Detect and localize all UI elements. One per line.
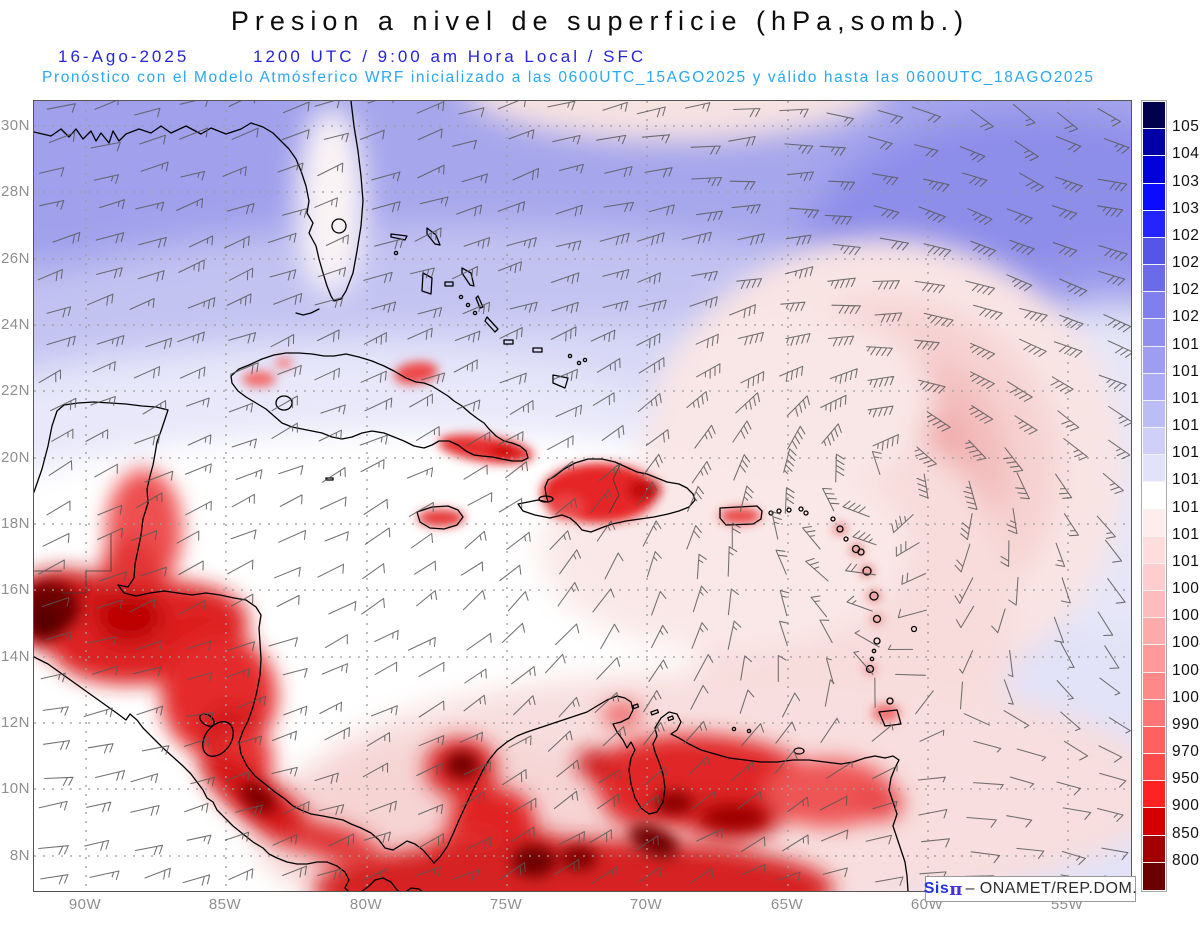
y-tick-label: 24N — [0, 316, 30, 333]
x-tick-label: 65W — [770, 896, 804, 913]
x-tick-label: 75W — [489, 896, 523, 913]
colorbar-tick-label: 1040 — [1172, 145, 1200, 163]
colorbar-tick-label: 990 — [1172, 715, 1200, 733]
y-tick-label: 28N — [0, 183, 30, 200]
y-tick-label: 12N — [0, 714, 30, 731]
pressure-colorbar — [1141, 100, 1167, 892]
colorbar-segment — [1143, 372, 1165, 401]
colorbar-tick-label: 1015 — [1172, 444, 1200, 462]
colorbar-segment — [1143, 753, 1165, 782]
colorbar-tick-label: 1017 — [1172, 389, 1200, 407]
valid-date: 16-Ago-2025 — [58, 47, 190, 66]
colorbar-tick-label: 800 — [1172, 851, 1200, 869]
colorbar-segment — [1143, 535, 1165, 564]
colorbar-tick-label: 1022 — [1172, 281, 1200, 299]
colorbar-segment — [1143, 318, 1165, 347]
y-tick-label: 8N — [9, 847, 30, 864]
y-tick-label: 30N — [0, 117, 30, 134]
colorbar-segment — [1143, 209, 1165, 238]
x-tick-label: 80W — [349, 896, 383, 913]
x-tick-label: 70W — [629, 896, 663, 913]
colorbar-segment — [1143, 508, 1165, 537]
map-area — [33, 100, 1132, 892]
y-tick-label: 22N — [0, 382, 30, 399]
colorbar-tick-label: 970 — [1172, 743, 1200, 761]
credit-badge: Sis π – ONAMET/REP.DOM. — [923, 876, 1138, 902]
credit-org: – ONAMET/REP.DOM. — [965, 880, 1138, 897]
colorbar-segment — [1143, 291, 1165, 320]
colorbar-segment — [1143, 182, 1165, 211]
x-tick-label: 85W — [208, 896, 242, 913]
colorbar-tick-label: 1013 — [1172, 498, 1200, 516]
colorbar-tick-label: 850 — [1172, 824, 1200, 842]
sispi-logo: Sis — [923, 880, 950, 897]
x-tick-label: 90W — [68, 896, 102, 913]
y-tick-label: 20N — [0, 449, 30, 466]
colorbar-segment — [1143, 155, 1165, 184]
y-tick-label: 18N — [0, 515, 30, 532]
page-title: Presion a nivel de superficie (hPa,somb.… — [230, 6, 970, 36]
colorbar-segment — [1143, 725, 1165, 755]
colorbar-tick-label: 1050 — [1172, 118, 1200, 136]
colorbar-tick-label: 1025 — [1172, 254, 1200, 272]
colorbar-segment — [1143, 481, 1165, 510]
pressure-map — [34, 101, 1131, 891]
colorbar-tick-label: 950 — [1172, 770, 1200, 788]
colorbar-segment — [1143, 264, 1165, 293]
colorbar-segment — [1143, 834, 1165, 863]
valid-time: 1200 UTC / 9:00 am Hora Local / SFC — [253, 47, 647, 66]
colorbar-segment — [1143, 590, 1165, 619]
colorbar-tick-label: 1019 — [1172, 335, 1200, 353]
y-tick-label: 10N — [0, 780, 30, 797]
y-tick-label: 16N — [0, 581, 30, 598]
colorbar-tick-label: 1018 — [1172, 362, 1200, 380]
colorbar-tick-label: 1012 — [1172, 525, 1200, 543]
colorbar-tick-label: 1008 — [1172, 580, 1200, 598]
colorbar-segment — [1143, 807, 1165, 836]
y-tick-label: 26N — [0, 250, 30, 267]
colorbar-tick-label: 1002 — [1172, 661, 1200, 679]
colorbar-segment — [1143, 698, 1165, 727]
colorbar-segment — [1143, 644, 1165, 673]
forecast-init-line: Pronóstico con el Modelo Atmósferico WRF… — [42, 69, 1095, 86]
y-tick-label: 14N — [0, 648, 30, 665]
colorbar-segment — [1143, 399, 1165, 429]
colorbar-tick-label: 1016 — [1172, 417, 1200, 435]
colorbar-segment — [1143, 671, 1165, 700]
colorbar-segment — [1143, 454, 1165, 483]
colorbar-segment — [1143, 617, 1165, 646]
colorbar-segment — [1143, 128, 1165, 157]
colorbar-segment — [1143, 427, 1165, 456]
colorbar-tick-label: 1006 — [1172, 607, 1200, 625]
colorbar-tick-label: 1000 — [1172, 688, 1200, 706]
colorbar-segment — [1143, 236, 1165, 266]
colorbar-segment — [1143, 861, 1165, 890]
colorbar-tick-label: 1030 — [1172, 199, 1200, 217]
colorbar-tick-label: 900 — [1172, 797, 1200, 815]
colorbar-tick-label: 1035 — [1172, 172, 1200, 190]
colorbar-segment — [1143, 562, 1165, 592]
colorbar-tick-label: 1004 — [1172, 634, 1200, 652]
colorbar-tick-label: 1028 — [1172, 226, 1200, 244]
colorbar-tick-label: 1020 — [1172, 308, 1200, 326]
colorbar-tick-label: 1014 — [1172, 471, 1200, 489]
pi-symbol: π — [949, 878, 963, 900]
colorbar-segment — [1143, 345, 1165, 374]
colorbar-segment — [1143, 780, 1165, 809]
colorbar-tick-label: 1010 — [1172, 552, 1200, 570]
colorbar-segment — [1143, 101, 1165, 130]
